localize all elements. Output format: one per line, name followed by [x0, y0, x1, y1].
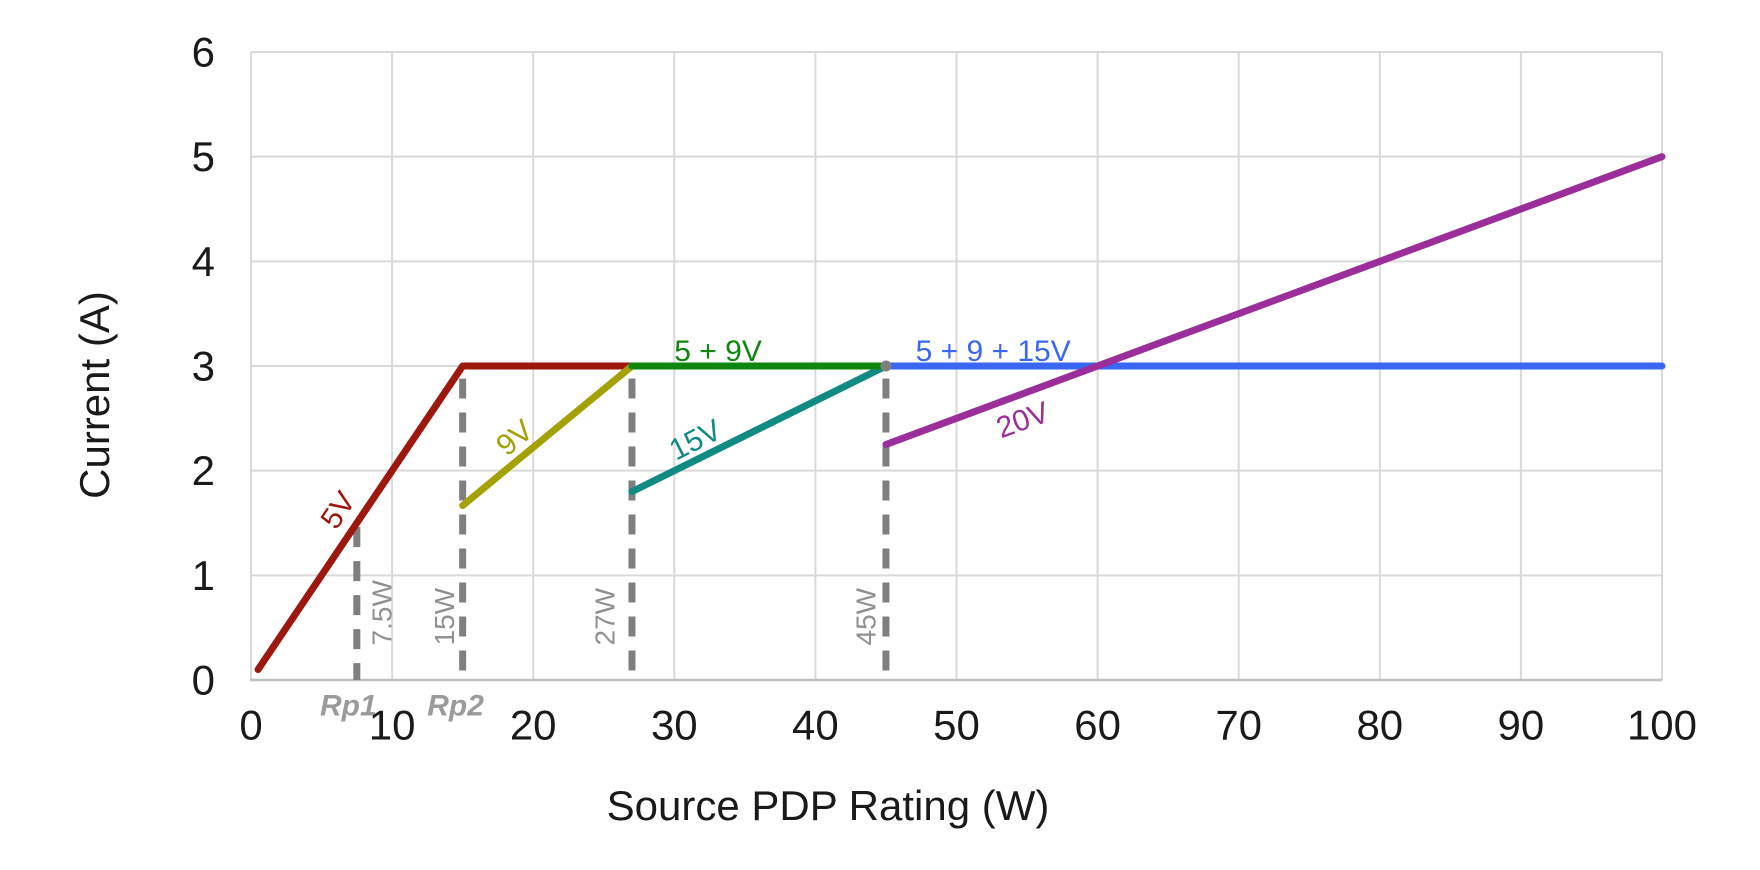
series-line-15V [628, 362, 890, 496]
series-line-5V [254, 362, 636, 674]
x-tick-20: 20 [510, 702, 557, 749]
y-tick-6: 6 [192, 29, 215, 76]
x-tick-100: 100 [1627, 702, 1697, 749]
x-tick-70: 70 [1215, 702, 1262, 749]
y-axis-title: Current (A) [71, 291, 118, 499]
x-tick-80: 80 [1356, 702, 1403, 749]
guide-label-15W: 15W [429, 587, 460, 645]
guide-label-7.5W: 7.5W [367, 580, 398, 646]
y-tick-4: 4 [192, 238, 215, 285]
series-line-9V [459, 362, 636, 510]
y-tick-5: 5 [192, 133, 215, 180]
y-tick-2: 2 [192, 447, 215, 494]
guide-label-45W: 45W [851, 587, 882, 645]
junction-dot [880, 360, 892, 372]
x-tick-0: 0 [239, 702, 262, 749]
y-tick-0: 0 [192, 657, 215, 704]
x-tick-40: 40 [792, 702, 839, 749]
x-tick-60: 60 [1074, 702, 1121, 749]
y-tick-3: 3 [192, 343, 215, 390]
series-label-9V: 9V [490, 414, 539, 463]
y-tick-1: 1 [192, 552, 215, 599]
rp-label-Rp2: Rp2 [427, 690, 484, 723]
x-tick-30: 30 [651, 702, 698, 749]
series-line-20V [882, 153, 1666, 448]
x-tick-10: 10 [369, 702, 416, 749]
guide-label-27W: 27W [590, 587, 621, 645]
series-label-5+9+15V: 5 + 9 + 15V [916, 335, 1071, 368]
rp-label-Rp1: Rp1 [320, 690, 377, 723]
series-label-5+9V: 5 + 9V [674, 335, 762, 368]
x-tick-90: 90 [1498, 702, 1545, 749]
x-tick-50: 50 [933, 702, 980, 749]
x-axis-title: Source PDP Rating (W) [606, 782, 1050, 829]
